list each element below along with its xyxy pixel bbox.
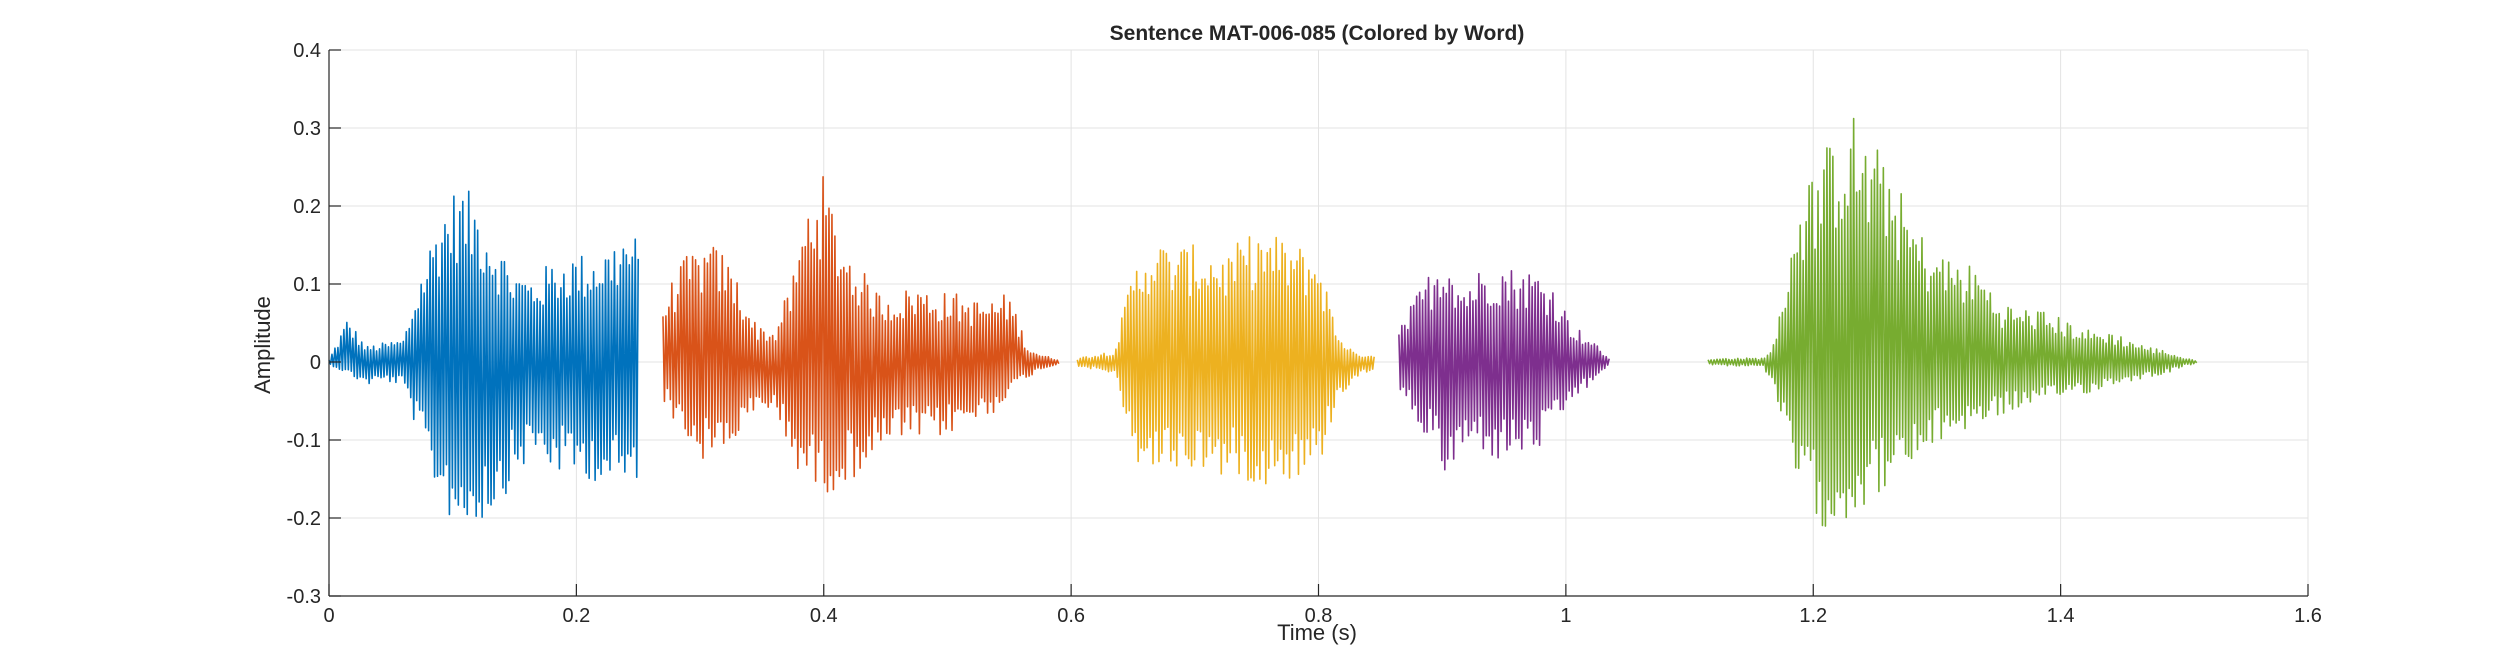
x-tick-label: 0.4 (810, 605, 838, 627)
x-tick-label: 1 (1560, 605, 1571, 627)
y-axis-ticks: -0.3 -0.2 -0.1 0 0.1 0.2 0.3 0.4 (287, 40, 341, 608)
y-tick-label: 0.3 (293, 118, 321, 140)
x-axis-label: Time (s) (1277, 620, 1357, 645)
y-tick-label: 0.2 (293, 196, 321, 218)
chart-title: Sentence MAT-006-085 (Colored by Word) (1110, 22, 1525, 45)
y-tick-label: -0.1 (287, 430, 321, 452)
y-tick-label: -0.2 (287, 508, 321, 530)
x-tick-label: 1.4 (2047, 605, 2075, 627)
y-tick-label: 0.4 (293, 40, 321, 62)
x-axis-ticks: 0 0.2 0.4 0.6 0.8 1 1.2 1.4 1.6 (323, 584, 2322, 627)
waveform-series-5-line (1707, 117, 2198, 527)
x-tick-label: 1.2 (1799, 605, 1827, 627)
waveform-series-4-line (1398, 269, 1610, 471)
x-tick-label: 1.6 (2294, 605, 2322, 627)
plot-area (328, 117, 2198, 527)
y-tick-label: -0.3 (287, 586, 321, 608)
y-tick-label: 0.1 (293, 274, 321, 296)
y-axis-label: Amplitude (250, 296, 275, 394)
x-tick-label: 0.8 (1305, 605, 1333, 627)
waveform-series-2-line (662, 176, 1060, 493)
waveform-series-3-line (1076, 236, 1375, 485)
x-tick-label: 0.2 (562, 605, 590, 627)
x-tick-label: 0.6 (1057, 605, 1085, 627)
y-tick-label: 0 (310, 352, 321, 374)
x-tick-label: 0 (323, 605, 334, 627)
waveform-series-1-line (328, 190, 640, 518)
